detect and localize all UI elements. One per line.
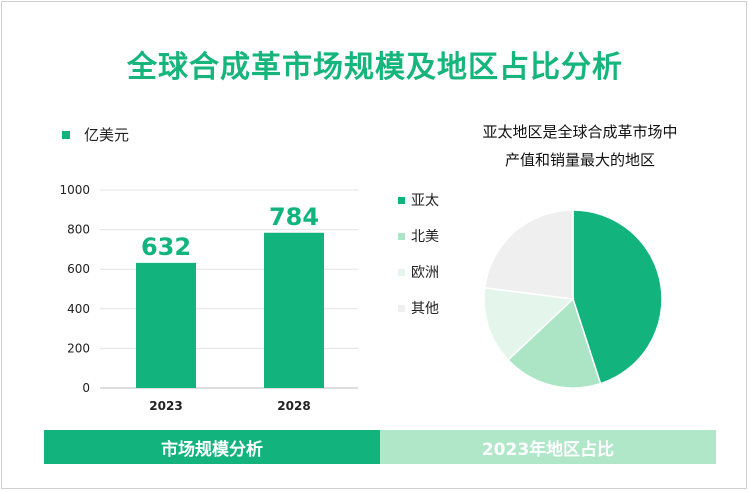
footer-left-banner: 市场规模分析 <box>44 430 380 464</box>
pie-legend-label: 北美 <box>411 229 439 245</box>
bar-legend: 亿美元 <box>62 124 129 145</box>
pie-slice <box>483 209 574 300</box>
pie-legend-item: 其他 <box>398 290 439 326</box>
bar-legend-swatch <box>62 130 70 139</box>
pie-slice <box>572 209 663 385</box>
bar <box>264 232 324 388</box>
bar-chart: 0 200 400 600 800 1000 632 2023 784 2028 <box>59 183 358 413</box>
footer-right-banner: 2023年地区占比 <box>380 430 716 464</box>
x-tick-label: 2028 <box>277 399 310 413</box>
pie-legend-item: 欧洲 <box>398 254 439 290</box>
y-tick-label: 400 <box>67 302 90 316</box>
pie-title-line1: 亚太地区是全球合成革市场中 <box>482 123 678 141</box>
pie-legend-swatch <box>398 196 405 204</box>
pie-legend-swatch <box>398 232 405 240</box>
pie-legend-item: 亚太 <box>398 182 439 218</box>
pie-title-line2: 产值和销量最大的地区 <box>504 151 655 169</box>
y-tick-label: 600 <box>67 262 90 276</box>
pie-slice <box>483 287 575 361</box>
y-tick-label: 0 <box>82 381 90 395</box>
pie-legend-label: 其他 <box>411 301 439 317</box>
pie-legend-label: 亚太 <box>411 193 439 209</box>
pie-legend-swatch <box>398 268 405 276</box>
x-tick-label: 2023 <box>149 399 182 413</box>
bar-value-label: 632 <box>141 233 191 261</box>
pie-legend-label: 欧洲 <box>411 265 439 281</box>
page-title: 全球合成革市场规模及地区占比分析 <box>127 50 623 85</box>
y-tick-label: 800 <box>67 223 90 237</box>
pie-legend-swatch <box>398 304 405 312</box>
pie-slice <box>507 297 602 389</box>
pie-legend: 亚太 北美 欧洲 其他 <box>398 182 439 326</box>
bar-value-label: 784 <box>269 203 319 231</box>
bar <box>136 262 196 388</box>
pie-chart <box>483 209 663 389</box>
y-tick-label: 1000 <box>59 183 90 197</box>
y-tick-label: 200 <box>67 341 90 355</box>
pie-title: 亚太地区是全球合成革市场中 产值和销量最大的地区 <box>450 118 710 174</box>
bar-legend-label: 亿美元 <box>84 126 130 144</box>
pie-legend-item: 北美 <box>398 218 439 254</box>
